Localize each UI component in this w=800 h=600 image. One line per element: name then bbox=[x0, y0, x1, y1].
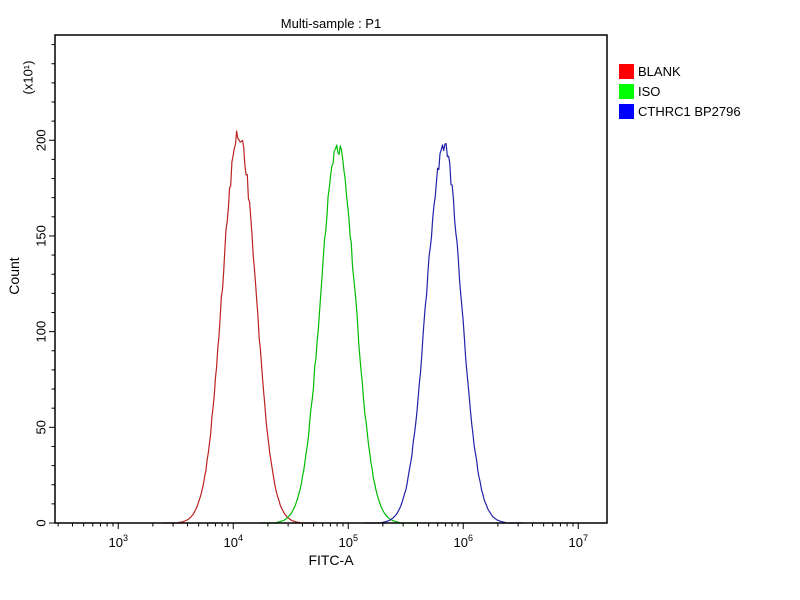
y-axis-label: Count bbox=[6, 257, 22, 295]
x-axis-label: FITC-A bbox=[308, 552, 354, 568]
legend-label-blank: BLANK bbox=[638, 64, 681, 79]
legend-swatch-cthrc1 bbox=[619, 104, 634, 119]
legend-swatch-blank bbox=[619, 64, 634, 79]
legend-label-cthrc1: CTHRC1 BP2796 bbox=[638, 104, 741, 119]
y-tick-label: 100 bbox=[34, 321, 49, 343]
y-tick-label: 200 bbox=[34, 129, 49, 151]
series-curves bbox=[162, 130, 523, 524]
y-tick-label: 50 bbox=[34, 420, 49, 434]
legend: BLANK ISO CTHRC1 BP2796 bbox=[619, 64, 741, 124]
y-axis-unit-label: (x10¹) bbox=[20, 60, 36, 95]
legend-item-blank: BLANK bbox=[619, 64, 741, 79]
y-tick-label: 0 bbox=[34, 519, 49, 526]
x-tick-label: 104 bbox=[224, 533, 243, 550]
x-tick-label: 103 bbox=[109, 533, 128, 550]
legend-item-cthrc1: CTHRC1 BP2796 bbox=[619, 104, 741, 119]
curve-cthrc1-bp2796 bbox=[364, 142, 523, 524]
x-tick-label: 106 bbox=[454, 533, 473, 550]
y-axis: 0 50 100 150 200 bbox=[34, 44, 55, 527]
curve-blank bbox=[162, 130, 316, 524]
curve-iso bbox=[258, 144, 418, 524]
legend-swatch-iso bbox=[619, 84, 634, 99]
x-axis: 103 104 105 106 107 bbox=[57, 523, 588, 550]
y-tick-label: 150 bbox=[34, 225, 49, 247]
plot-border bbox=[54, 34, 608, 524]
chart-title: Multi-sample : P1 bbox=[280, 16, 382, 31]
legend-label-iso: ISO bbox=[638, 84, 661, 99]
x-tick-label: 107 bbox=[569, 533, 588, 550]
legend-item-iso: ISO bbox=[619, 84, 741, 99]
x-tick-label: 105 bbox=[339, 533, 358, 550]
